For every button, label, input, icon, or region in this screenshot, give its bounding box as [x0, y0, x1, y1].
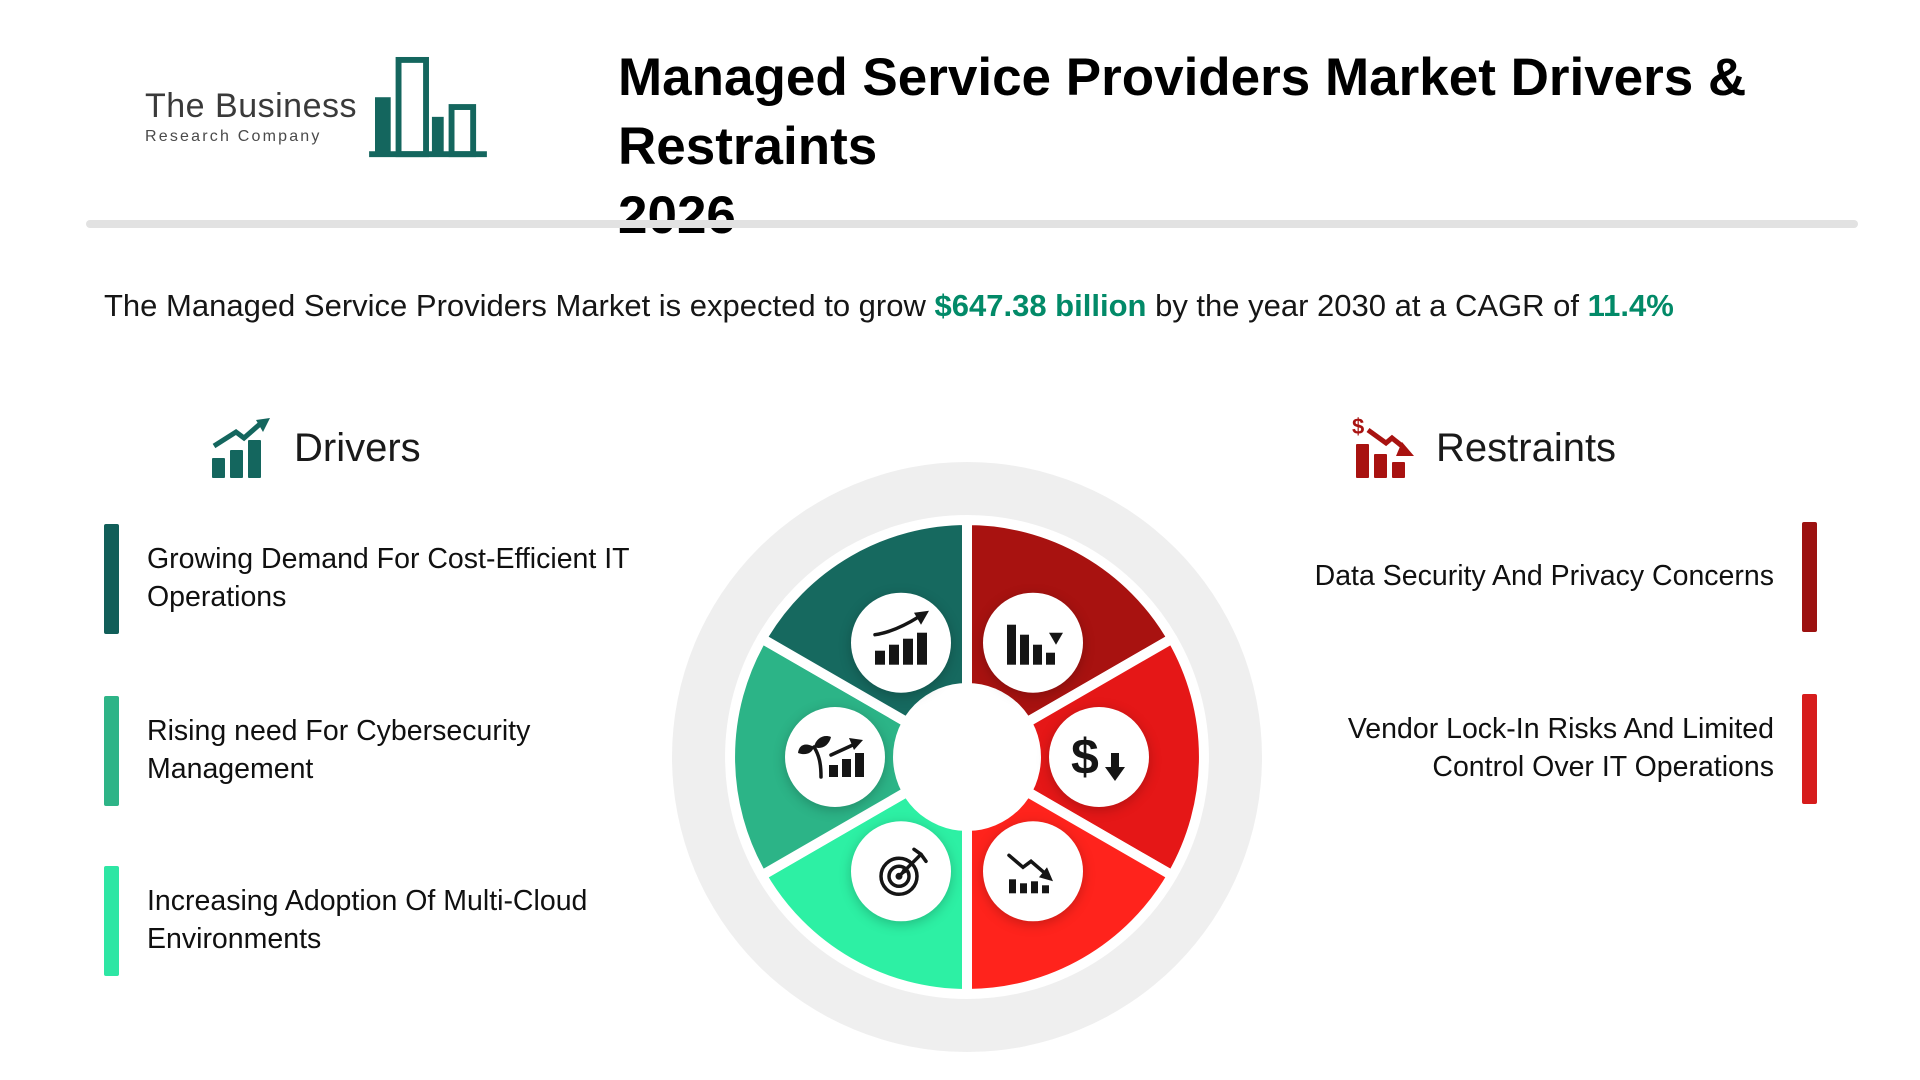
restraint-item: Vendor Lock-In Risks And Limited Control…: [1309, 694, 1817, 804]
driver-item: Growing Demand For Cost-Efficient IT Ope…: [104, 524, 642, 634]
restraints-heading-label: Restraints: [1436, 425, 1617, 470]
restraints-decline-icon: $: [1352, 416, 1414, 478]
driver-label: Growing Demand For Cost-Efficient IT Ope…: [147, 543, 630, 613]
driver-item: Increasing Adoption Of Multi-Cloud Envir…: [104, 866, 642, 976]
title-year: 2026: [618, 185, 736, 245]
drivers-heading-label: Drivers: [294, 425, 421, 470]
restraint-label: Data Security And Privacy Concerns: [1314, 560, 1774, 593]
icon-circle: [851, 821, 951, 922]
driver-label: Increasing Adoption Of Multi-Cloud Envir…: [147, 885, 588, 955]
rising-chart-icon: [873, 610, 929, 665]
restraint-item: Data Security And Privacy Concerns: [1309, 522, 1817, 632]
dollar-decrease-icon: $: [1071, 729, 1125, 785]
drivers-heading: Drivers: [210, 416, 421, 480]
logo-bar-chart-icon: [369, 56, 487, 158]
driver-item: Rising need For Cybersecurity Management: [104, 696, 642, 806]
page-title: Managed Service Providers Market Drivers…: [618, 44, 1908, 251]
market-value: $647.38 billion: [934, 288, 1147, 323]
drivers-growth-icon: [212, 418, 270, 478]
restraint-accent-bar: [1802, 694, 1817, 804]
icon-circle: [785, 707, 885, 807]
driver-accent-bar: [104, 866, 119, 976]
restraint-label: Vendor Lock-In Risks And Limited Control…: [1347, 713, 1774, 783]
driver-label: Rising need For Cybersecurity Management: [147, 715, 531, 785]
intro-paragraph: The Managed Service Providers Market is …: [104, 281, 1894, 331]
drivers-restraints-wheel: $: [672, 462, 1262, 1052]
logo-name: The Business: [145, 87, 357, 125]
cagr-value: 11.4%: [1587, 288, 1674, 323]
driver-accent-bar: [104, 524, 119, 634]
icon-circle: [1049, 707, 1149, 807]
driver-accent-bar: [104, 696, 119, 806]
logo-subname: Research Company: [145, 128, 322, 145]
icon-circle: [983, 821, 1083, 922]
declining-bars-icon: [1007, 624, 1063, 665]
logo-text: The Business Research Company: [145, 87, 357, 162]
wheel-hub: [893, 683, 1041, 831]
icon-circle: [851, 592, 951, 693]
sprout-growth-icon: [798, 736, 864, 779]
svg-text:$: $: [1352, 416, 1364, 439]
title-line: Managed Service Providers Market Drivers…: [618, 48, 1747, 176]
intro-text-middle: by the year 2030 at a CAGR of: [1155, 288, 1579, 323]
restraint-accent-bar: [1802, 522, 1817, 632]
company-logo: The Business Research Company: [145, 56, 487, 162]
restraints-heading: $ Restraints: [1352, 416, 1616, 480]
target-dart-icon: [879, 847, 928, 897]
icon-circle: [983, 592, 1083, 693]
header-divider: [86, 220, 1858, 228]
svg-text:$: $: [1071, 729, 1099, 785]
intro-text-prefix: The Managed Service Providers Market is …: [104, 288, 926, 323]
declining-line-icon: [1007, 853, 1053, 894]
